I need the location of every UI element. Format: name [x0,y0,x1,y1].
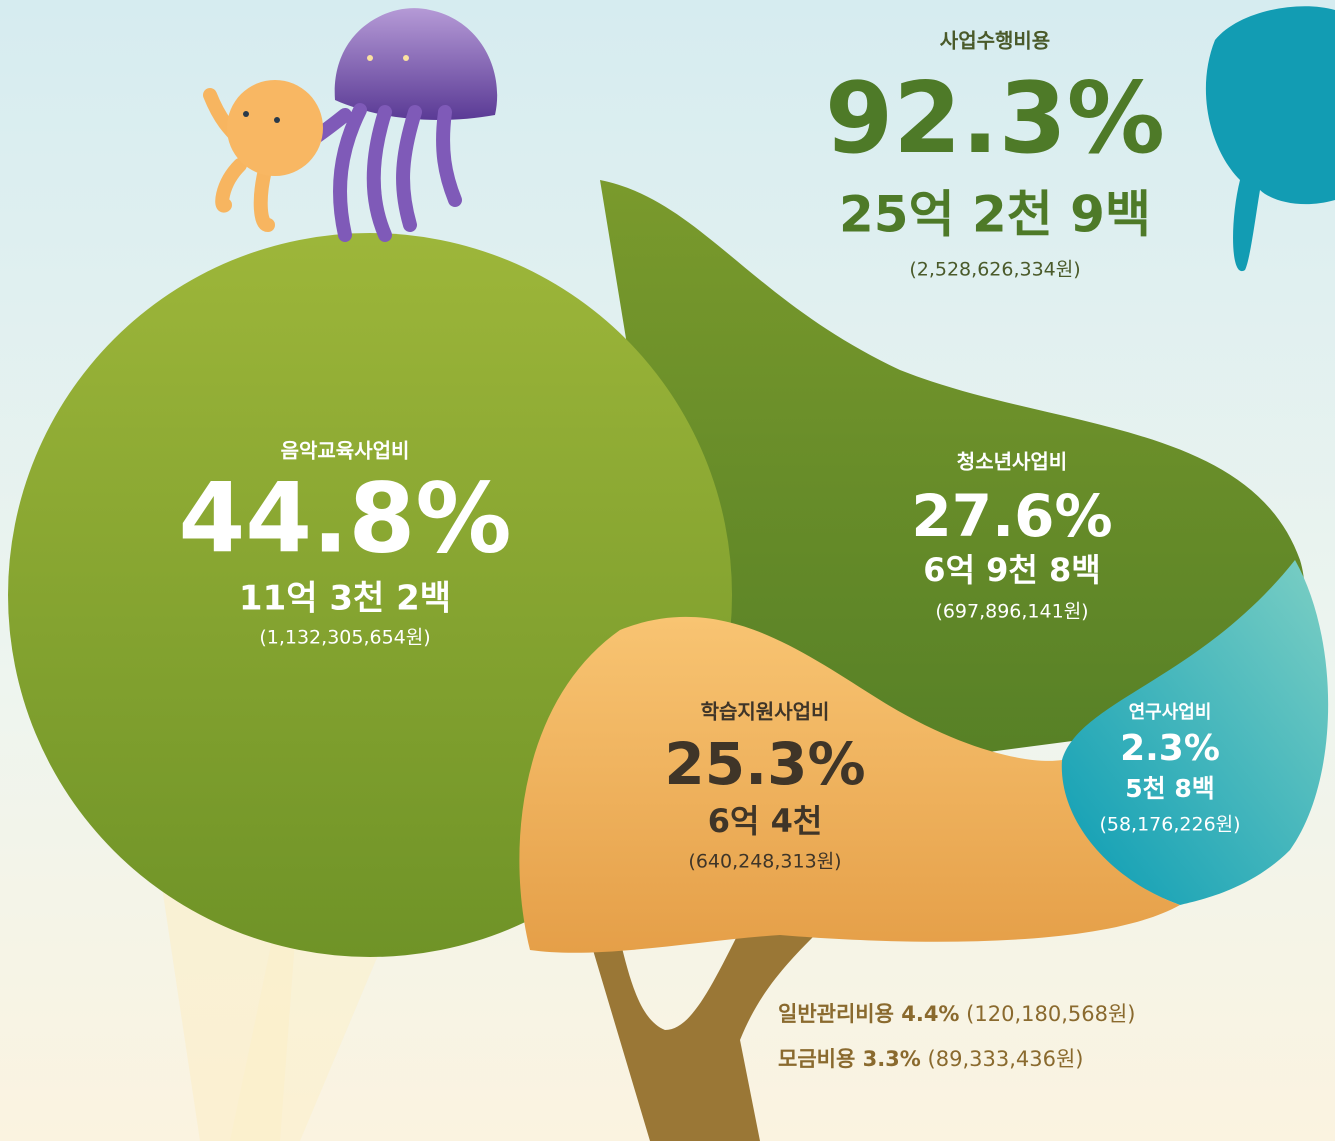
segment-detail: (1,132,305,654원) [259,627,430,649]
segment-percent: 25.3% [664,730,865,798]
segment-detail: (697,896,141원) [935,601,1088,623]
blob-youth [600,180,1305,790]
segment-label: 연구사업비 [1129,702,1212,723]
summary-percent: 92.3% [825,62,1165,176]
segment-detail: (640,248,313원) [688,851,841,873]
segment-label: 학습지원사업비 [701,700,830,724]
eye [274,117,280,123]
eye [367,55,373,61]
summary-label: 사업수행비용 [940,29,1050,53]
octopus [227,80,323,176]
jellyfish-tentacles [263,103,462,242]
segment-detail: (58,176,226원) [1099,814,1240,836]
jellyfish [334,8,498,120]
other-cost: 모금비용 3.3% (89,333,436원) [778,1047,1083,1071]
segment-percent: 2.3% [1120,728,1220,769]
blob-learning [519,616,1180,953]
other-label: 일반관리비용 4.4% [778,1002,959,1026]
other-detail: (89,333,436원) [928,1047,1084,1071]
segment-label: 청소년사업비 [957,450,1067,474]
segment: 학습지원사업비 25.3% 6억 4천 (640,248,313원) [664,700,865,873]
creature-teal [1205,6,1335,272]
other-cost: 일반관리비용 4.4% (120,180,568원) [778,1002,1135,1026]
segment-amount: 6억 9천 8백 [923,551,1100,589]
segment: 연구사업비 2.3% 5천 8백 (58,176,226원) [1099,702,1240,836]
blob-research [1060,560,1329,905]
eye [243,111,249,117]
segment-amount: 11억 3천 2백 [239,579,451,619]
segment-percent: 27.6% [911,482,1112,550]
segment-percent: 44.8% [178,462,511,574]
segment-amount: 5천 8백 [1125,774,1215,803]
segment-amount: 6억 4천 [708,802,823,840]
segment-label: 음악교육사업비 [281,439,410,463]
summary-detail: (2,528,626,334원) [909,259,1080,281]
segment: 음악교육사업비 44.8% 11억 3천 2백 (1,132,305,654원) [178,439,511,649]
other-label: 모금비용 3.3% [778,1047,921,1071]
other-detail: (120,180,568원) [966,1002,1135,1026]
trunk [590,930,820,1141]
eye [403,55,409,61]
summary-amount: 25억 2천 9백 [839,186,1151,244]
segment: 청소년사업비 27.6% 6억 9천 8백 (697,896,141원) [911,450,1112,623]
summary: 사업수행비용 92.3% 25억 2천 9백 (2,528,626,334원) [825,29,1165,281]
